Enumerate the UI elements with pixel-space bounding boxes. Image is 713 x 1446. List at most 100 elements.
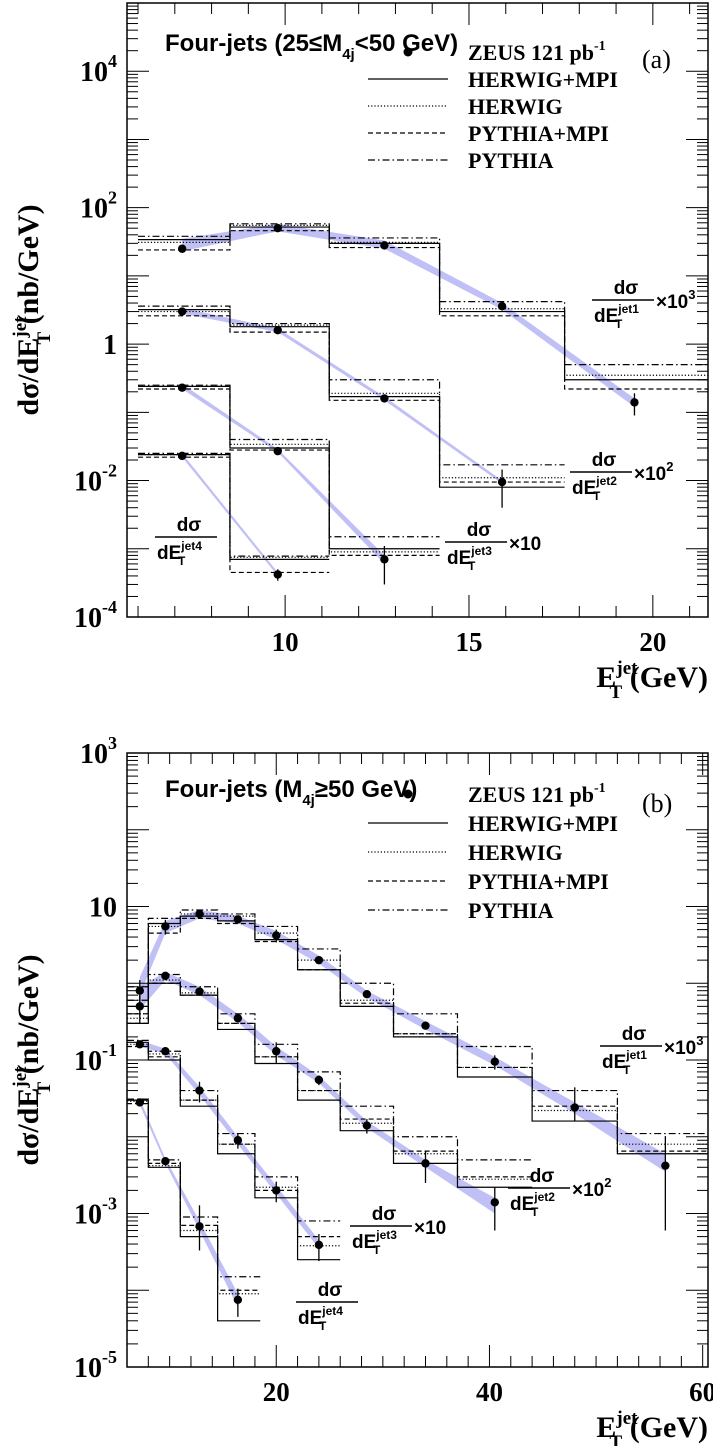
denominator-sub: T bbox=[615, 317, 623, 331]
panel-label: (b) bbox=[642, 789, 672, 818]
data-point bbox=[421, 1159, 430, 1168]
y-tick-exponent: 2 bbox=[108, 188, 117, 208]
legend-text: PYTHIA bbox=[468, 898, 554, 923]
legend-text: PYTHIA+MPI bbox=[468, 121, 609, 146]
data-point bbox=[272, 1186, 281, 1195]
series-label-numerator: dσ bbox=[622, 1024, 647, 1045]
scale-exp: 3 bbox=[688, 287, 695, 302]
y-label-sub: T bbox=[34, 332, 55, 345]
legend-sup: -1 bbox=[594, 781, 606, 796]
data-point bbox=[570, 1103, 579, 1112]
y-label-sub: T bbox=[34, 1082, 55, 1095]
scale-exp: 2 bbox=[666, 459, 673, 474]
series-label-numerator: dσ bbox=[372, 1204, 397, 1225]
denominator-main: dE bbox=[572, 478, 596, 499]
series-label-scale: ×103 bbox=[656, 287, 695, 313]
series-label-denominator: dEjet3 T bbox=[447, 544, 492, 573]
scale-main: ×10 bbox=[656, 292, 688, 313]
data-point bbox=[135, 986, 144, 995]
denominator-sub: T bbox=[623, 1063, 631, 1077]
title-main: Four-jets (25≤M bbox=[165, 30, 342, 57]
pythia-histogram-series-1 bbox=[127, 909, 708, 1135]
series-label-2: dσ dEjet2 T ×102 bbox=[570, 450, 673, 503]
x-tick-label: 60 bbox=[689, 1377, 713, 1407]
y-tick-base: 1 bbox=[103, 330, 117, 361]
legend-label: ZEUS 121 pb-1 bbox=[468, 781, 606, 807]
legend-label: PYTHIA bbox=[468, 148, 554, 173]
x-axis-label: Ejet T (GeV) bbox=[596, 658, 708, 703]
y-label-sup: jet bbox=[10, 1066, 31, 1089]
legend-label: HERWIG bbox=[468, 94, 563, 119]
uncertainty-band-series-1 bbox=[182, 223, 635, 407]
data-point bbox=[362, 989, 372, 999]
data-point bbox=[177, 307, 187, 316]
data-point bbox=[314, 955, 324, 965]
x-label-main: E bbox=[596, 1411, 616, 1444]
uncertainty-band-series-4 bbox=[139, 1099, 238, 1308]
y-tick-exponent: -4 bbox=[102, 597, 117, 617]
legend-text: ZEUS 121 pb bbox=[468, 782, 594, 807]
y-tick-base: 10 bbox=[74, 603, 102, 634]
panel-label: (a) bbox=[642, 45, 671, 74]
legend-marker-points bbox=[403, 47, 413, 57]
denominator-sup: jet1 bbox=[617, 302, 639, 316]
y-tick-base: 10 bbox=[80, 57, 108, 88]
x-tick-label: 15 bbox=[455, 627, 482, 657]
x-label-main: E bbox=[596, 661, 616, 694]
series-label-numerator: dσ bbox=[467, 520, 492, 541]
pythia-mpi-histogram-series-3 bbox=[127, 1045, 341, 1238]
series-label-4: dσ dEjet4 T bbox=[155, 515, 217, 568]
legend-text: ZEUS 121 pb bbox=[468, 40, 594, 65]
y-tick-label: 104 bbox=[80, 51, 117, 88]
x-tick-label: 10 bbox=[272, 627, 299, 657]
y-tick-label: 10-5 bbox=[74, 1347, 117, 1384]
data-point bbox=[195, 987, 204, 996]
pythia-histogram-series-4 bbox=[138, 452, 330, 557]
herwig-histogram-series-2 bbox=[138, 310, 565, 479]
series-label-denominator: dEjet2 T bbox=[572, 474, 617, 503]
denominator-main: dE bbox=[447, 548, 471, 569]
denominator-sup: jet4 bbox=[180, 539, 202, 553]
series-label-numerator: dσ bbox=[530, 1166, 555, 1187]
scale-exp: 3 bbox=[696, 1033, 703, 1048]
plot-frame bbox=[126, 2, 709, 618]
data-point bbox=[273, 446, 282, 456]
herwig-histogram-series-4 bbox=[138, 454, 330, 558]
y-tick-exponent: -2 bbox=[102, 461, 117, 481]
data-point bbox=[177, 383, 187, 392]
series-label-3: dσ dEjet3 T ×10 bbox=[350, 1204, 446, 1257]
y-axis-label: dσ/dEjetT (nb/GeV) bbox=[10, 954, 55, 1165]
data-point bbox=[497, 301, 507, 311]
data-point bbox=[177, 451, 187, 461]
data-point bbox=[161, 922, 170, 931]
legend-label: HERWIG+MPI bbox=[468, 67, 618, 92]
pythia-mpi-histogram-series-1 bbox=[127, 917, 708, 1152]
y-tick-label: 10 bbox=[89, 893, 117, 924]
x-tick-label: 20 bbox=[639, 627, 666, 657]
data-point bbox=[421, 1021, 430, 1030]
denominator-sub: T bbox=[373, 1243, 381, 1257]
legend-label: HERWIG bbox=[468, 840, 563, 865]
data-point bbox=[362, 1121, 372, 1130]
herwig-histogram-series-3 bbox=[138, 385, 440, 553]
y-tick-label: 1 bbox=[103, 330, 117, 361]
title-tail: ≥50 GeV) bbox=[315, 776, 418, 803]
scale-main: ×10 bbox=[634, 464, 666, 485]
y-tick-label: 10-3 bbox=[74, 1194, 117, 1231]
pythia-histogram-series-1 bbox=[138, 223, 708, 366]
legend-label: PYTHIA+MPI bbox=[468, 121, 609, 146]
pythia-mpi-histogram-series-4 bbox=[127, 1103, 261, 1291]
legend-marker-points bbox=[403, 789, 413, 799]
y-tick-label: 10-1 bbox=[74, 1040, 117, 1077]
x-tick-label: 40 bbox=[476, 1377, 503, 1407]
uncertainty-band-series-1 bbox=[139, 910, 666, 1172]
herwig-mpi-histogram-series-2 bbox=[127, 982, 533, 1188]
series-label-denominator: dEjet3 T bbox=[352, 1228, 397, 1257]
series-label-denominator: dEjet1 T bbox=[594, 302, 639, 331]
denominator-sup: jet3 bbox=[375, 1228, 397, 1242]
scale-main: ×10 bbox=[664, 1038, 696, 1059]
series-label-1: dσ dEjet1 T ×103 bbox=[592, 278, 695, 331]
data-point bbox=[161, 971, 170, 981]
